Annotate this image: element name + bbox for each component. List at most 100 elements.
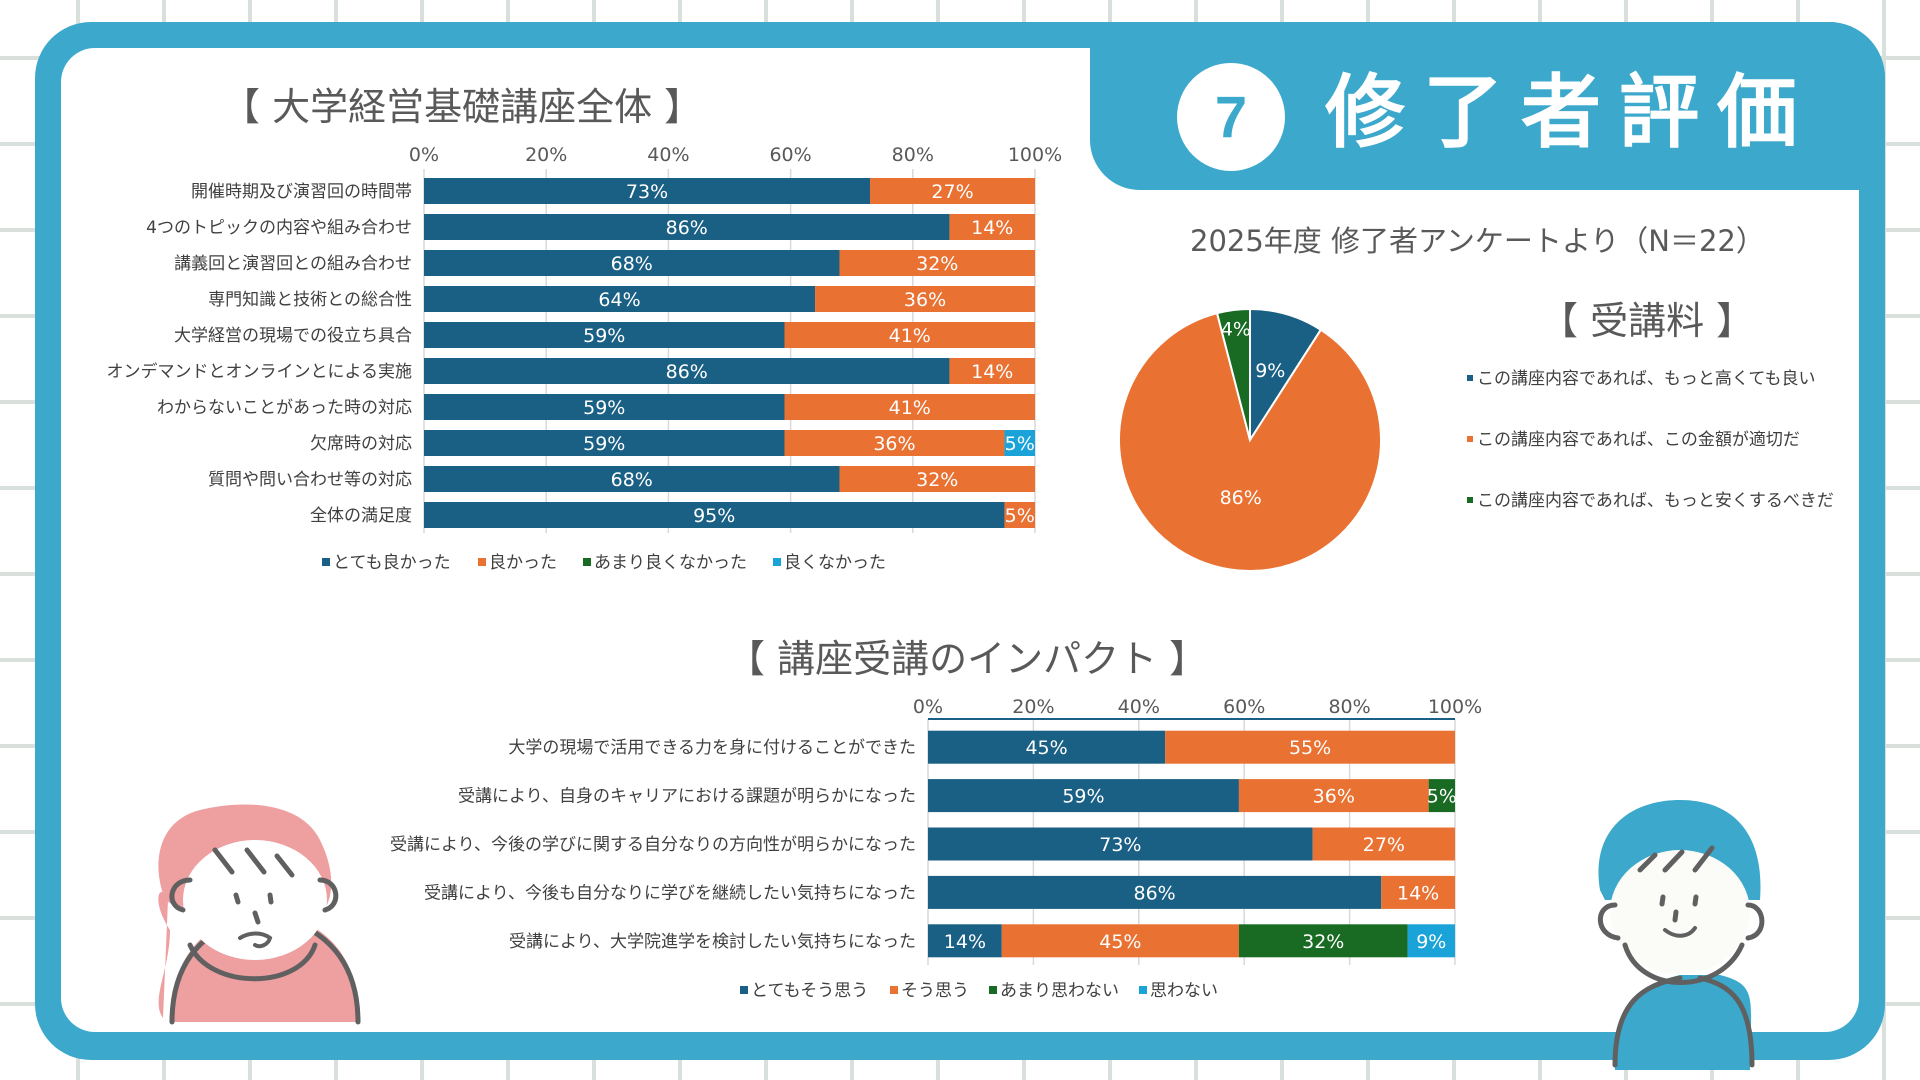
data-label: 41% — [889, 325, 931, 347]
category-label: 開催時期及び演習回の時間帯 — [191, 182, 412, 202]
x-tick-label: 60% — [769, 144, 811, 166]
x-tick-label: 100% — [1008, 144, 1062, 166]
category-label: 全体の満足度 — [310, 506, 412, 526]
legend-swatch — [1467, 436, 1473, 442]
bar-segment — [928, 924, 1002, 958]
legend-label: 思わない — [1150, 981, 1218, 1001]
bar-segment — [424, 394, 785, 420]
category-label: 欠席時の対応 — [310, 434, 412, 454]
survey-subtitle: 2025年度 修了者アンケートより（N＝22） — [1190, 224, 1765, 258]
data-label: 36% — [873, 433, 915, 455]
pie-data-label: 9% — [1255, 360, 1285, 382]
legend-label: この講座内容であれば、もっと安くするべきだ — [1477, 491, 1834, 511]
bar-segment — [424, 502, 1005, 528]
bar-segment — [928, 827, 1313, 861]
male-character — [1597, 800, 1765, 1070]
category-label: 4つのトピックの内容や組み合わせ — [146, 218, 412, 238]
data-label: 68% — [611, 253, 653, 275]
pie-slice — [1215, 307, 1251, 441]
x-tick-label: 40% — [647, 144, 689, 166]
legend-swatch — [773, 558, 781, 566]
legend-swatch — [1467, 497, 1473, 503]
x-tick-label: 20% — [1012, 696, 1054, 718]
legend-label: とても良かった — [333, 553, 451, 573]
page-title: 修了者評価 — [1325, 66, 1815, 159]
bar-segment — [870, 178, 1035, 204]
chart2-title: 【 講座受講のインパクト 】 — [727, 637, 1208, 681]
data-label: 55% — [1289, 737, 1331, 759]
bar-segment — [424, 178, 871, 204]
data-label: 32% — [916, 469, 958, 491]
x-tick-label: 40% — [1118, 696, 1160, 718]
category-label: 講義回と演習回との組み合わせ — [174, 254, 412, 274]
data-label: 32% — [916, 253, 958, 275]
bar-segment — [1407, 924, 1455, 958]
pie-data-label: 4% — [1221, 319, 1251, 341]
category-label: 受講により、自身のキャリアにおける課題が明らかになった — [458, 787, 916, 807]
legend-swatch — [740, 986, 748, 994]
bar-segment — [424, 466, 840, 492]
female-character — [158, 804, 361, 1025]
data-label: 5% — [1005, 433, 1035, 455]
legend-swatch — [890, 986, 898, 994]
data-label: 73% — [1099, 834, 1141, 856]
data-label: 86% — [666, 361, 708, 383]
data-label: 41% — [889, 397, 931, 419]
x-tick-label: 0% — [913, 696, 943, 718]
data-label: 5% — [1005, 505, 1035, 527]
data-label: 36% — [1313, 786, 1355, 808]
bar-segment — [1312, 827, 1455, 861]
legend-label: 良かった — [489, 553, 557, 573]
bar-segment — [1238, 924, 1408, 958]
bar-segment — [815, 286, 1035, 312]
bar-segment — [1238, 779, 1429, 813]
data-label: 14% — [1397, 882, 1439, 904]
legend-label: あまり良くなかった — [594, 553, 747, 573]
bar-segment — [1428, 779, 1455, 813]
category-label: 質問や問い合わせ等の対応 — [208, 470, 412, 490]
category-label: 大学経営の現場での役立ち具合 — [174, 326, 412, 346]
bar-segment — [928, 779, 1239, 813]
pie-slice — [1118, 311, 1382, 572]
bar-segment — [1004, 430, 1035, 456]
x-tick-label: 80% — [892, 144, 934, 166]
legend-label: この講座内容であれば、この金額が適切だ — [1477, 430, 1800, 450]
data-label: 27% — [931, 181, 973, 203]
bar-segment — [928, 730, 1166, 764]
category-label: 専門知識と技術との総合性 — [208, 290, 412, 310]
slide-content-area — [61, 48, 1859, 1032]
legend-swatch — [1139, 986, 1147, 994]
legend-swatch — [583, 558, 591, 566]
category-label: 受講により、今後の学びに関する自分なりの方向性が明らかになった — [390, 835, 916, 855]
data-label: 64% — [598, 289, 640, 311]
data-label: 45% — [1025, 737, 1067, 759]
bar-segment — [839, 466, 1035, 492]
data-label: 59% — [583, 397, 625, 419]
bar-segment — [784, 430, 1005, 456]
section-number-badge: 7 — [1177, 63, 1285, 171]
bar-segment — [1165, 730, 1455, 764]
bar-segment — [928, 875, 1382, 909]
bar-segment — [1381, 875, 1455, 909]
legend-label: そう思う — [901, 981, 969, 1001]
data-label: 9% — [1416, 931, 1446, 953]
bar-segment — [1004, 502, 1035, 528]
data-label: 86% — [1133, 882, 1175, 904]
bar-segment — [839, 250, 1035, 276]
data-label: 59% — [1062, 786, 1104, 808]
data-label: 5% — [1427, 786, 1457, 808]
legend-label: とてもそう思う — [751, 981, 868, 1001]
bar-segment — [424, 214, 950, 240]
legend-label: あまり思わない — [1000, 981, 1119, 1001]
data-label: 59% — [583, 325, 625, 347]
x-tick-label: 20% — [525, 144, 567, 166]
pie-data-label: 86% — [1220, 487, 1262, 509]
data-label: 95% — [693, 505, 735, 527]
pie-title: 【 受講料 】 — [1540, 299, 1755, 343]
data-label: 14% — [944, 931, 986, 953]
